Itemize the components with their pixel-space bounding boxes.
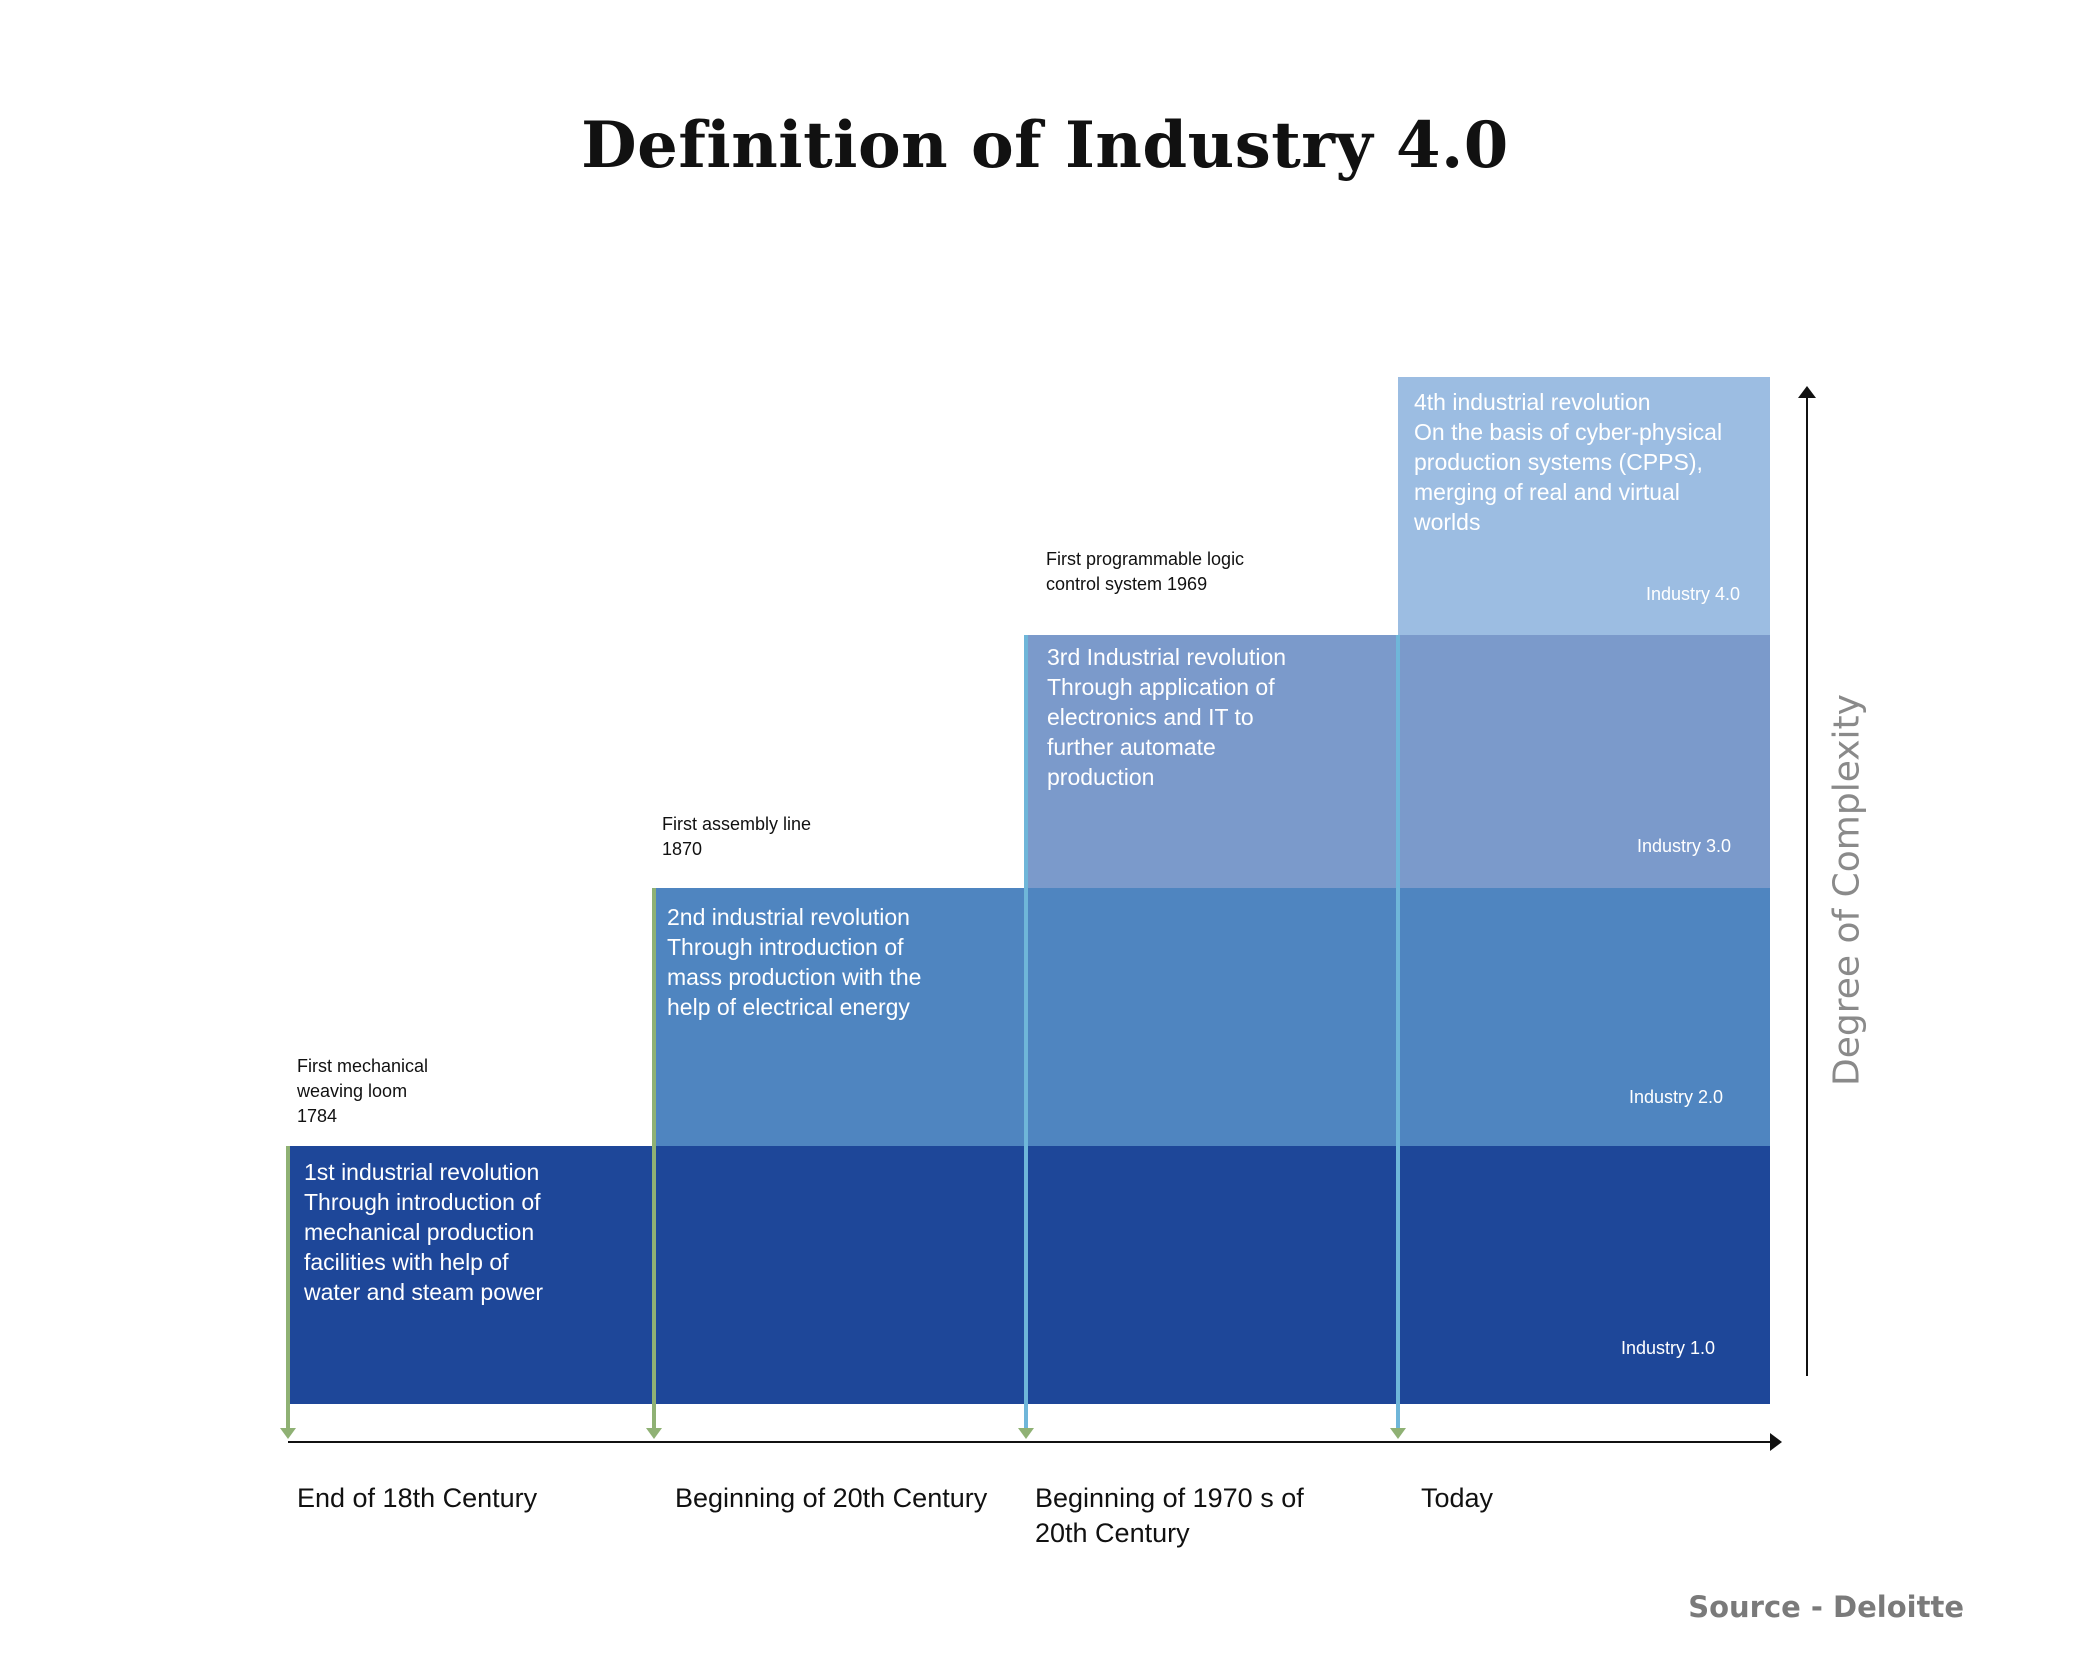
industry-3-description: 3rd Industrial revolution Through applic…: [1047, 644, 1287, 790]
industry-1-band: [288, 1146, 1770, 1404]
complexity-axis: [1806, 396, 1808, 1376]
time-axis-arrow: [1770, 1433, 1782, 1451]
milestone-note-2: First assembly line 1870: [662, 814, 812, 859]
time-axis: [288, 1441, 1770, 1443]
industry-2-band: [654, 888, 1770, 1146]
era-marker-arrow-2: [646, 1428, 662, 1439]
era-marker-line-3: [1024, 635, 1028, 1430]
industry-4-label: Industry 4.0: [1645, 584, 1740, 604]
complexity-axis-arrow: [1798, 386, 1816, 398]
industry-1-label: Industry 1.0: [1620, 1338, 1715, 1358]
era-label-2: Beginning of 20th Century: [675, 1483, 988, 1513]
page-title: Definition of Industry 4.0: [581, 108, 1509, 183]
source-credit: Source - Deloitte: [1688, 1590, 1964, 1624]
industry-4-description: 4th industrial revolution On the basis o…: [1414, 389, 1723, 535]
industry-3-label: Industry 3.0: [1636, 836, 1731, 856]
era-label-3: Beginning of 1970 s of 20th Century: [1035, 1483, 1304, 1548]
milestone-note-3: First programmable logic control system …: [1046, 549, 1245, 594]
era-marker-line-4: [1396, 635, 1400, 1430]
industry-2-label: Industry 2.0: [1628, 1087, 1723, 1107]
era-label-1: End of 18th Century: [297, 1483, 538, 1513]
industry-2-description: 2nd industrial revolution Through introd…: [667, 904, 922, 1020]
era-marker-arrow-4: [1390, 1428, 1406, 1439]
era-marker-arrow-3: [1018, 1428, 1034, 1439]
era-marker-line-1: [286, 1146, 290, 1430]
industry-1-description: 1st industrial revolution Through introd…: [304, 1159, 544, 1305]
milestone-note-1: First mechanical weaving loom 1784: [297, 1056, 429, 1126]
era-marker-arrow-1: [280, 1428, 296, 1439]
era-marker-line-2: [652, 888, 656, 1430]
industry-4-band: [1398, 377, 1770, 635]
era-label-4: Today: [1421, 1483, 1494, 1513]
complexity-axis-label: Degree of Complexity: [1826, 694, 1868, 1086]
